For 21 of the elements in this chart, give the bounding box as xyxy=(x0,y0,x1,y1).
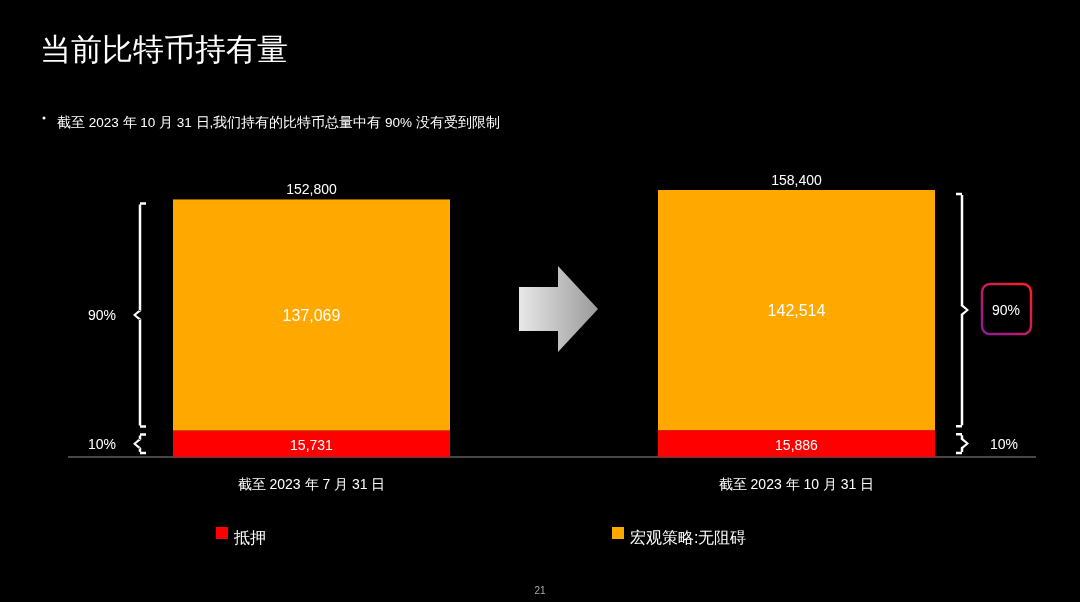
legend-label: 抵押 xyxy=(233,529,266,546)
text: 21 xyxy=(534,585,546,596)
subtitle: 截至 2023 年 10 月 31 日,我们持有的比特币总量中有 90% 没有受到限制 xyxy=(57,115,500,130)
total-label: 152,800 xyxy=(286,181,338,198)
x-tick-label: 截至 2023 年 10 月 31 日 xyxy=(718,476,875,492)
annotation: 10% xyxy=(87,435,116,452)
x-tick-label: 截至 2023 年 7 月 31 日 xyxy=(237,476,386,492)
legend-label: 宏观策略:无阻碍 xyxy=(630,529,747,546)
bar xyxy=(173,430,450,457)
bar xyxy=(658,190,935,431)
bar xyxy=(658,430,935,457)
data-label: 15,886 xyxy=(775,436,819,453)
total-label: 158,400 xyxy=(771,172,823,188)
data-label: 142,514 xyxy=(767,302,826,320)
data-label: 15,731 xyxy=(290,436,334,453)
bar xyxy=(173,199,450,431)
annotation: 10% xyxy=(990,435,1019,452)
title: 当前比特币持有量 xyxy=(40,32,288,67)
data-label: 137,069 xyxy=(282,306,341,324)
annotation: 90% xyxy=(991,302,1021,319)
annotation: 90% xyxy=(87,306,116,323)
